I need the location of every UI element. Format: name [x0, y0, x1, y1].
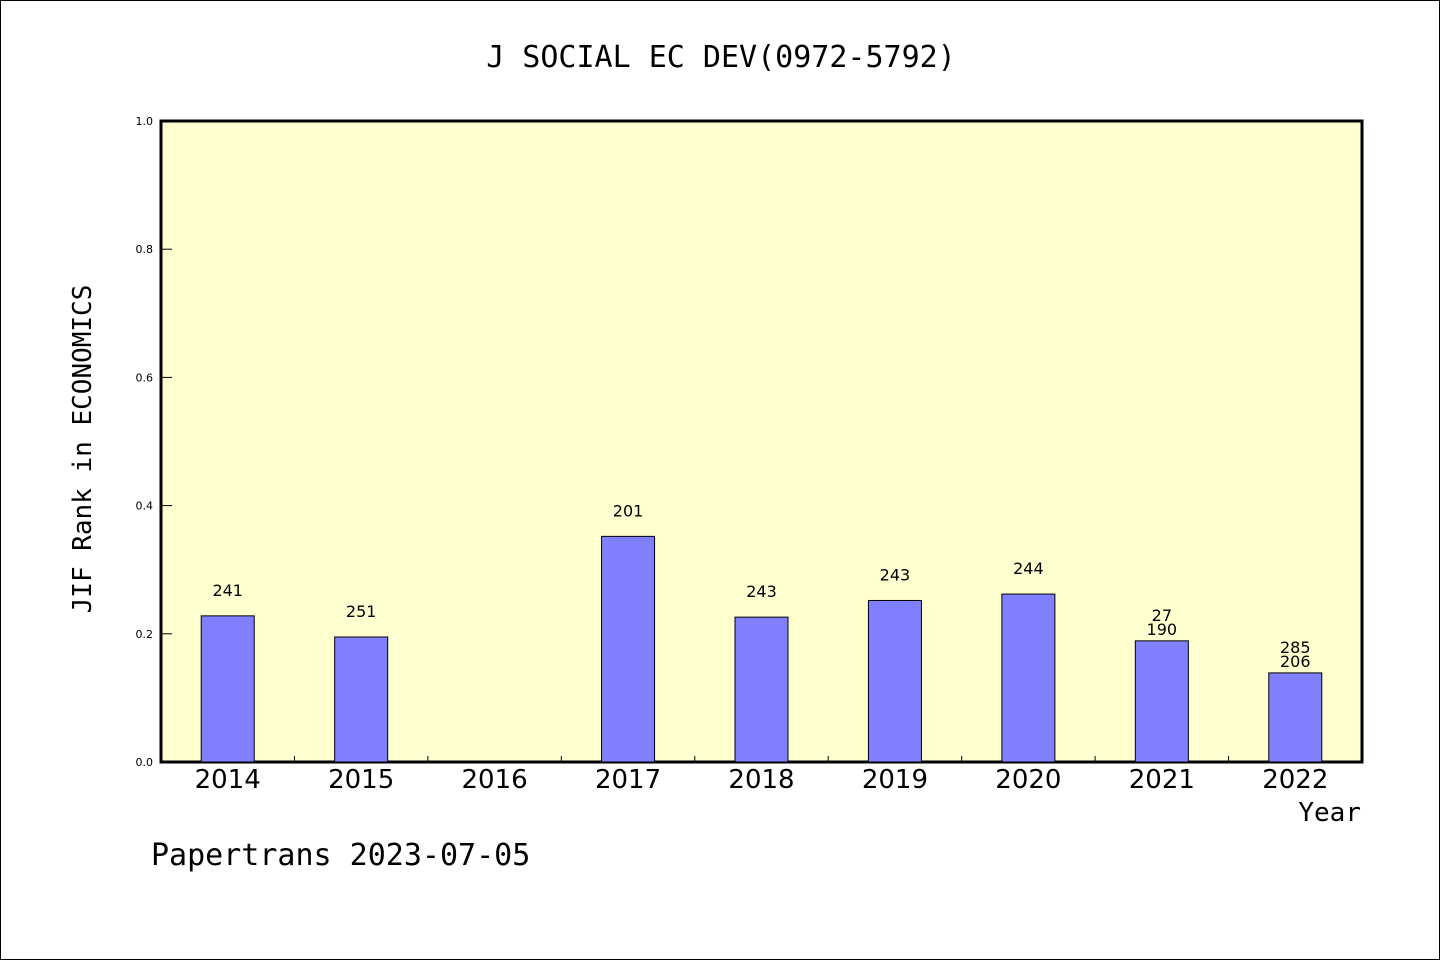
chart-title: J SOCIAL EC DEV(0972-5792) [486, 40, 956, 75]
footer-text: Papertrans 2023-07-05 [151, 838, 530, 873]
y-tick-label: 0.8 [136, 243, 154, 256]
y-tick-label: 1.0 [136, 115, 154, 128]
data-label: 241 [212, 581, 243, 600]
x-axis: 2014 2015 2016 2017 2018 2019 2020 2021 2022 [195, 756, 1328, 795]
x-tick-label: 2021 [1129, 765, 1195, 795]
x-tick-label: 2022 [1262, 765, 1328, 795]
x-tick-label: 2019 [862, 765, 928, 795]
bar [734, 616, 789, 763]
x-axis-label: Year [1298, 798, 1361, 828]
data-label: 243 [746, 582, 777, 601]
bar [1001, 593, 1056, 763]
x-tick-label: 2016 [462, 765, 528, 795]
x-tick-label: 2018 [728, 765, 794, 795]
x-tick-label: 2015 [328, 765, 394, 795]
data-label: 251 [346, 602, 377, 621]
data-label: 243 [880, 565, 911, 584]
bar [200, 615, 255, 763]
y-tick-label: 0.0 [136, 756, 154, 769]
data-label: 190 [1147, 620, 1178, 639]
bar [1268, 672, 1323, 763]
x-tick-label: 2017 [595, 765, 661, 795]
data-label: 201 [613, 501, 644, 520]
data-label: 206 [1280, 652, 1311, 671]
bar [601, 535, 656, 763]
x-tick-label: 2014 [195, 765, 261, 795]
data-label: 27 [1152, 606, 1172, 625]
y-tick-label: 0.2 [136, 628, 154, 641]
x-tick-label: 2020 [995, 765, 1061, 795]
bar [334, 636, 389, 763]
y-axis: 0.0 0.2 0.4 0.6 0.8 1.0 [136, 115, 172, 769]
data-label: 285 [1280, 638, 1311, 657]
bar [1134, 640, 1189, 763]
y-axis-label: JIF Rank in ECONOMICS [68, 285, 98, 614]
bar [867, 599, 922, 763]
y-tick-label: 0.6 [136, 371, 154, 384]
y-tick-label: 0.4 [136, 500, 154, 513]
data-label: 244 [1013, 559, 1044, 578]
